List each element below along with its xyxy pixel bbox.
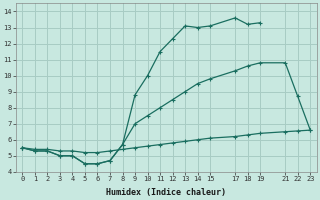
X-axis label: Humidex (Indice chaleur): Humidex (Indice chaleur) bbox=[106, 188, 226, 197]
